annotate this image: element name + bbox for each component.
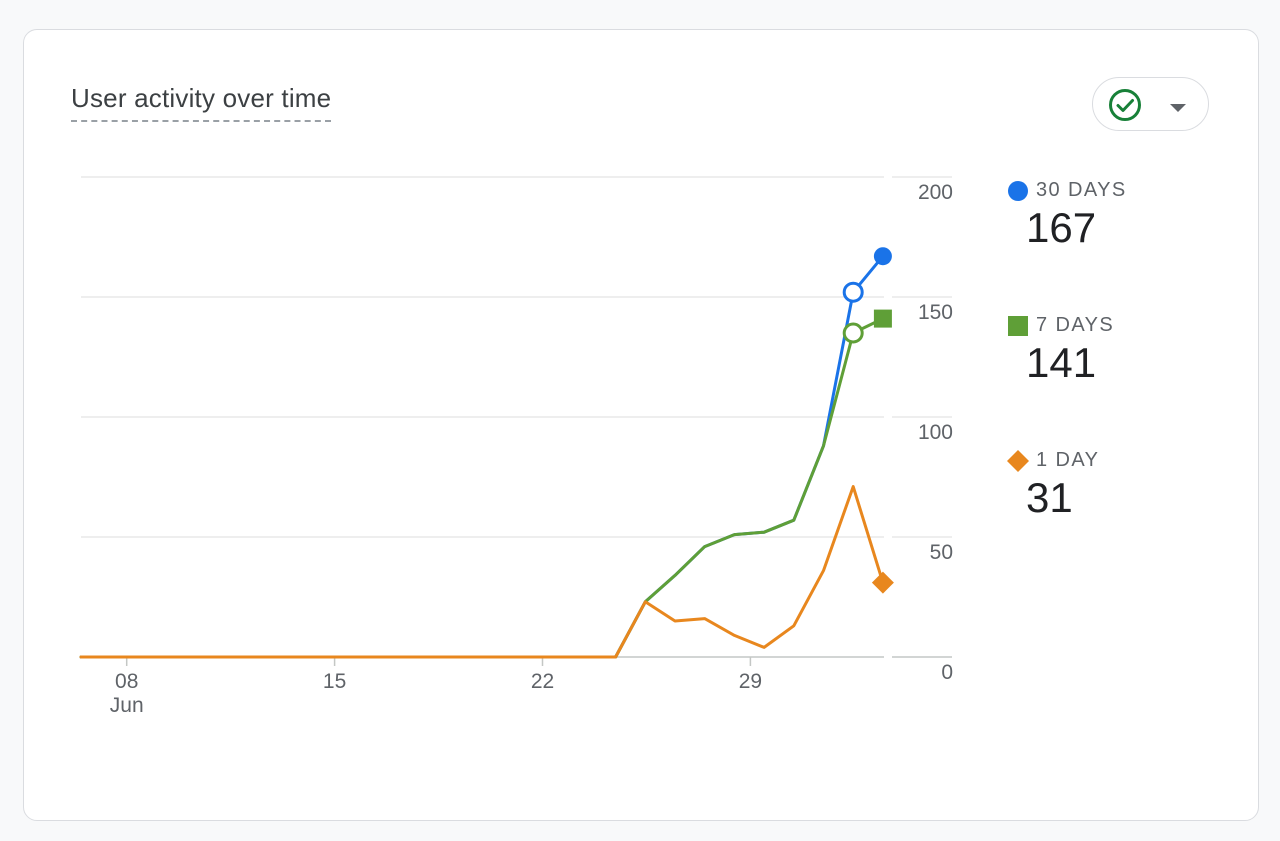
end-point-marker bbox=[873, 247, 892, 266]
end-point-marker bbox=[873, 309, 892, 328]
comparison-filter-button[interactable] bbox=[1092, 77, 1209, 131]
diamond-marker-icon bbox=[1007, 450, 1029, 477]
x-tick-label: 29 bbox=[739, 670, 762, 693]
legend-label: 1 DAY bbox=[1036, 449, 1100, 471]
caret-down-icon bbox=[1169, 100, 1187, 118]
legend-value: 31 bbox=[1026, 474, 1073, 521]
card-title[interactable]: User activity over time bbox=[71, 83, 332, 122]
y-tick-label: 100 bbox=[918, 421, 953, 444]
y-tick-label: 150 bbox=[918, 301, 953, 324]
y-tick-label: 200 bbox=[918, 181, 953, 204]
user-activity-card bbox=[23, 29, 1259, 821]
x-tick-label: 15 bbox=[323, 670, 346, 693]
y-tick-label: 50 bbox=[930, 541, 953, 564]
legend-value: 141 bbox=[1026, 339, 1097, 386]
y-tick-label: 0 bbox=[941, 661, 953, 684]
x-tick-sublabel: Jun bbox=[110, 694, 144, 717]
x-tick-label: 22 bbox=[531, 670, 554, 693]
legend-value: 167 bbox=[1026, 204, 1097, 251]
legend-label: 30 DAYS bbox=[1036, 179, 1127, 201]
check-circle-icon bbox=[1108, 88, 1142, 127]
end-point-marker bbox=[871, 571, 894, 594]
square-marker-icon bbox=[1007, 315, 1029, 342]
hollow-point-marker bbox=[842, 322, 864, 344]
hollow-point-marker bbox=[842, 281, 864, 303]
series-line-7-days bbox=[79, 317, 885, 659]
circle-marker-icon bbox=[1007, 180, 1029, 207]
x-tick-label: 08 bbox=[115, 670, 138, 693]
series-line-1-day bbox=[79, 485, 885, 659]
legend-label: 7 DAYS bbox=[1036, 314, 1115, 336]
series-line-30-days bbox=[79, 254, 885, 659]
